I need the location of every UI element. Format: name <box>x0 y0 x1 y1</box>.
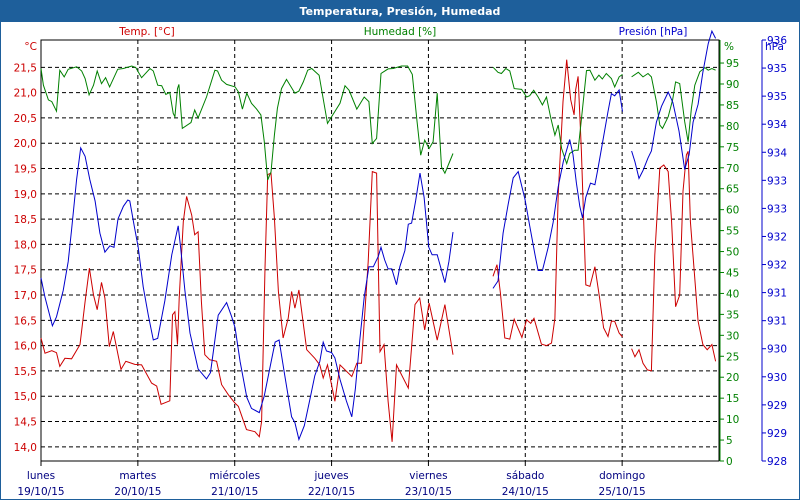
temp-tick-label: 14,0 <box>14 442 37 454</box>
temp-tick-label: 14,5 <box>14 417 37 429</box>
x-tick-date: 21/10/15 <box>211 486 258 498</box>
x-tick-day: jueves <box>313 470 348 482</box>
press-tick-label: 932 <box>767 231 787 243</box>
press-tick-label: 936 <box>767 35 787 47</box>
x-tick-date: 25/10/15 <box>599 486 646 498</box>
temp-tick-label: 17,0 <box>14 290 37 302</box>
hum-tick-label: 45 <box>726 267 739 279</box>
temp-tick-label: 19,5 <box>14 164 37 176</box>
temp-tick-label: 20,5 <box>14 113 37 125</box>
press-tick-label: 935 <box>767 63 787 75</box>
temp-tick-label: 17,5 <box>14 265 37 277</box>
x-tick-day: domingo <box>599 470 645 482</box>
x-tick-date: 23/10/15 <box>405 486 452 498</box>
press-tick-label: 929 <box>767 428 787 440</box>
x-tick-date: 22/10/15 <box>308 486 355 498</box>
temp-tick-label: 15,0 <box>14 391 37 403</box>
legend-label-press: Presión [hPa] <box>619 26 688 38</box>
temp-tick-label: 21,5 <box>14 62 37 74</box>
x-tick-date: 20/10/15 <box>114 486 161 498</box>
temp-tick-label: 21,0 <box>14 88 37 100</box>
temp-tick-label: 18,5 <box>14 214 37 226</box>
temp-tick-label: 19,0 <box>14 189 37 201</box>
x-tick-day: sábado <box>506 470 544 482</box>
press-tick-label: 933 <box>767 175 787 187</box>
series-line-temp <box>40 170 454 442</box>
hum-tick-label: 60 <box>726 205 739 217</box>
x-tick-day: viernes <box>409 470 447 482</box>
press-tick-label: 930 <box>767 372 787 384</box>
hum-tick-label: 40 <box>726 288 739 300</box>
chart-title: Temperatura, Presión, Humedad <box>1 1 799 22</box>
series-line-temp <box>492 59 623 347</box>
hum-tick-label: 85 <box>726 100 739 112</box>
legend-label-temp: Temp. [°C] <box>118 26 174 38</box>
hum-tick-label: 50 <box>726 247 739 259</box>
temp-tick-label: 20,0 <box>14 138 37 150</box>
hum-tick-label: 10 <box>726 414 739 426</box>
x-tick-day: lunes <box>27 470 55 482</box>
press-tick-label: 928 <box>767 456 787 468</box>
series-line-temp <box>631 151 717 372</box>
hum-tick-label: 15 <box>726 393 739 405</box>
hum-tick-label: 0 <box>726 456 733 468</box>
press-tick-label: 934 <box>767 147 787 159</box>
press-tick-label: 933 <box>767 203 787 215</box>
press-tick-label: 930 <box>767 344 787 356</box>
hum-tick-label: 30 <box>726 330 739 342</box>
hum-tick-label: 25 <box>726 351 739 363</box>
series-line-press <box>40 146 454 442</box>
hum-tick-label: 65 <box>726 184 739 196</box>
x-tick-day: martes <box>119 470 156 482</box>
temp-axis-unit: °C <box>24 41 37 53</box>
press-axis-unit: hPa <box>765 41 784 53</box>
press-tick-label: 935 <box>767 91 787 103</box>
series-line-press <box>631 29 717 180</box>
hum-tick-label: 95 <box>726 58 739 70</box>
legend-label-hum: Humedad [%] <box>364 26 437 38</box>
series-line-hum <box>40 65 454 181</box>
press-tick-label: 931 <box>767 316 787 328</box>
hum-tick-label: 20 <box>726 372 739 384</box>
hum-tick-label: 55 <box>726 226 739 238</box>
temp-tick-label: 16,5 <box>14 315 37 327</box>
plot-frame <box>40 39 720 462</box>
hum-tick-label: 75 <box>726 142 739 154</box>
press-tick-label: 931 <box>767 288 787 300</box>
temp-tick-label: 15,5 <box>14 366 37 378</box>
temp-tick-label: 18,0 <box>14 239 37 251</box>
hum-tick-label: 70 <box>726 163 739 175</box>
series-line-press <box>492 88 623 289</box>
press-tick-label: 929 <box>767 400 787 412</box>
hum-axis-unit: % <box>724 41 734 53</box>
x-tick-date: 24/10/15 <box>502 486 549 498</box>
hum-tick-label: 5 <box>726 435 733 447</box>
hum-tick-label: 35 <box>726 309 739 321</box>
x-tick-date: 19/10/15 <box>17 486 64 498</box>
hum-tick-label: 90 <box>726 79 739 91</box>
press-tick-label: 934 <box>767 119 787 131</box>
x-tick-day: miércoles <box>209 470 260 482</box>
series-line-hum <box>492 66 623 166</box>
temp-tick-label: 16,0 <box>14 341 37 353</box>
press-tick-label: 932 <box>767 260 787 272</box>
hum-tick-label: 80 <box>726 121 739 133</box>
